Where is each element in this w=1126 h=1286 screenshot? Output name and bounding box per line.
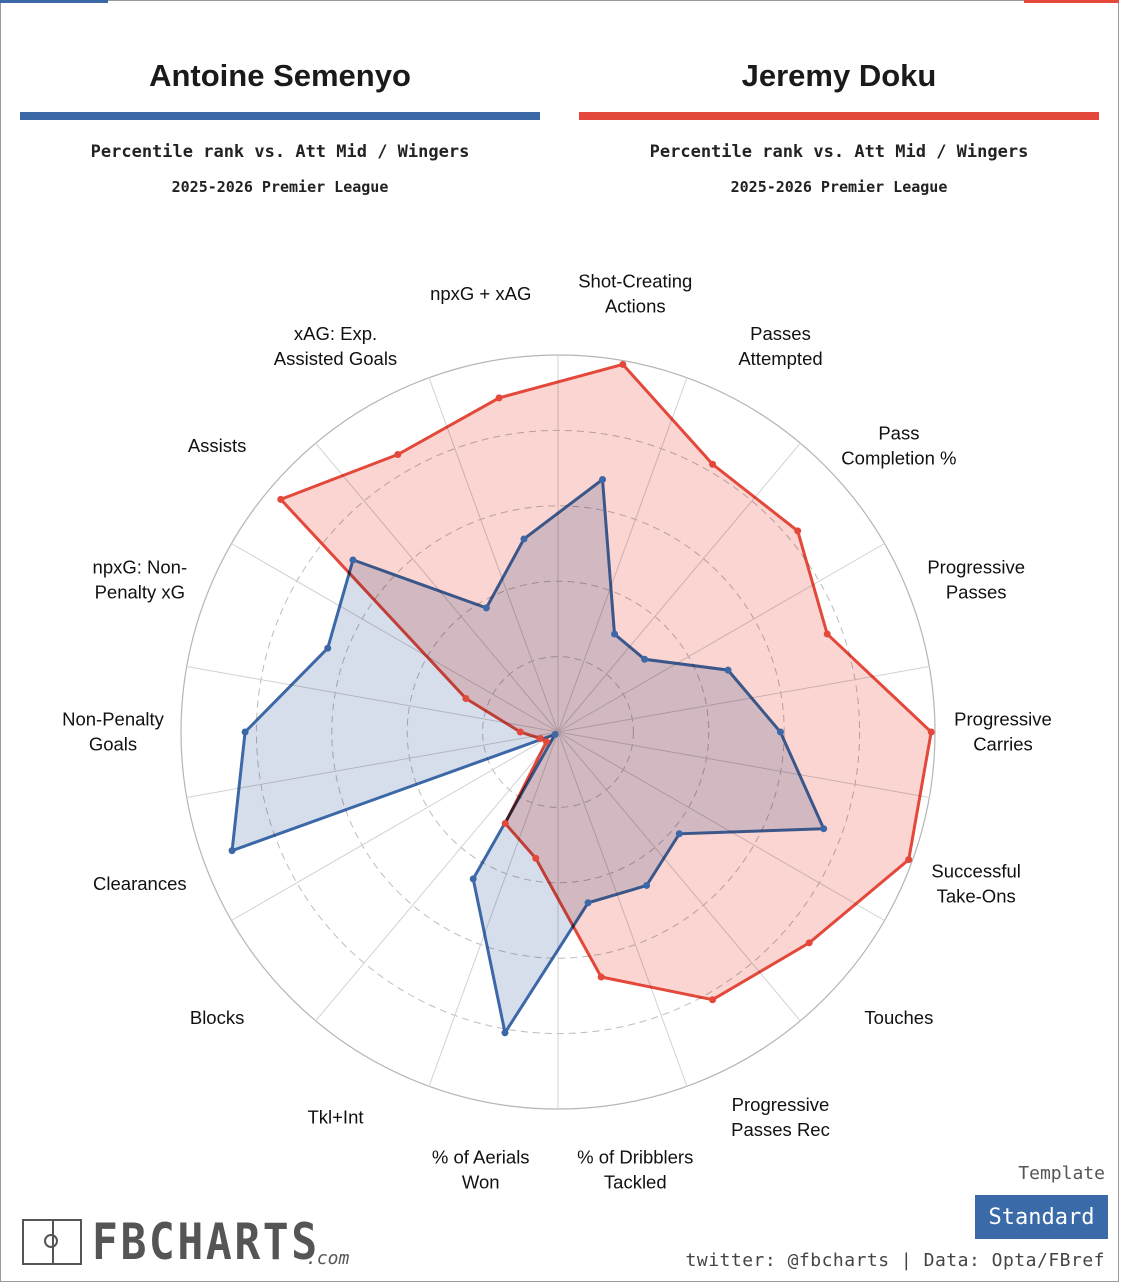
category-label: Tkl+Int [307,1106,363,1127]
radar-spoke [315,731,559,1022]
category-label: Passes Attempted [738,323,822,369]
series-2-point [536,734,544,742]
category-label: % of Dribblers Tackled [577,1147,693,1193]
category-label: Non-Penalty Goals [62,709,165,755]
series-1-point [611,630,619,638]
category-label: Blocks [190,1007,245,1028]
category-label: xAG: Exp. Assisted Goals [274,323,397,369]
player1-season: 2025-2026 Premier League [171,178,389,196]
category-label: Progressive Passes Rec [731,1094,830,1140]
top-accent-left [0,0,108,3]
series-2-point [277,495,285,503]
series-1-point [228,847,236,855]
series-2-point [394,450,402,458]
series-1-point [469,875,477,883]
series-2-point [597,973,605,981]
series-2-point [516,728,524,736]
top-accent-right [1024,0,1119,3]
series-1-point [820,825,828,833]
player2-season: 2025-2026 Premier League [730,178,948,196]
player1-name: Antoine Semenyo [149,58,411,93]
series-2-point [495,394,503,402]
category-label: npxG + xAG [430,283,531,304]
template-badge: Standard [975,1195,1108,1239]
series-2-point [709,460,717,468]
player2-name: Jeremy Doku [741,58,937,93]
pitch-icon [22,1219,82,1265]
series-1-point [324,644,332,652]
series-1-point [501,1029,509,1037]
series-1-point [641,655,649,663]
credits: twitter: @fbcharts | Data: Opta/FBref [685,1250,1105,1271]
series-1-point [349,556,357,564]
category-label: Progressive Carries [954,709,1052,755]
series-2-point [794,527,802,535]
series-2-point [462,694,470,702]
category-label: Assists [188,435,247,456]
category-label: Progressive Passes [927,556,1025,602]
category-label: Pass Completion % [841,422,956,468]
category-label: % of Aerials Won [432,1147,530,1193]
category-label: Shot-Creating Actions [578,270,692,316]
series-2-point [532,854,540,862]
series-2-point [805,939,813,947]
series-1-point [241,728,249,736]
category-label: Clearances [93,873,187,894]
series-1-point [584,899,592,907]
series-1-point [724,666,732,674]
series-1-point [482,604,490,612]
player1-subtitle: Percentile rank vs. Att Mid / Wingers [90,142,470,162]
category-label: Successful Take-Ons [931,861,1020,907]
series-1-point [643,881,651,889]
brand-logo: FBCHARTS [22,1213,357,1271]
category-label: Touches [864,1007,933,1028]
series-1-point [551,730,559,738]
series-1-point [776,728,784,736]
category-label: npxG: Non-Penalty xG [93,556,188,602]
series-2-point [927,728,935,736]
radar-spoke [231,731,559,921]
series-2-point [709,996,717,1004]
series-2-point [501,819,509,827]
template-label: Template [1018,1163,1105,1184]
series-1-point [520,535,528,543]
player2-subtitle: Percentile rank vs. Att Mid / Wingers [649,142,1029,162]
player2-rule [579,112,1099,120]
series-2-point [823,630,831,638]
series-1-point [599,476,607,484]
player1-rule [20,112,540,120]
series-2-point [542,738,550,746]
series-2-point [619,360,627,368]
brand-name: FBCHARTS [92,1213,320,1271]
brand-domain: .com [306,1248,350,1269]
series-1-point [675,830,683,838]
series-2-point [905,856,913,864]
